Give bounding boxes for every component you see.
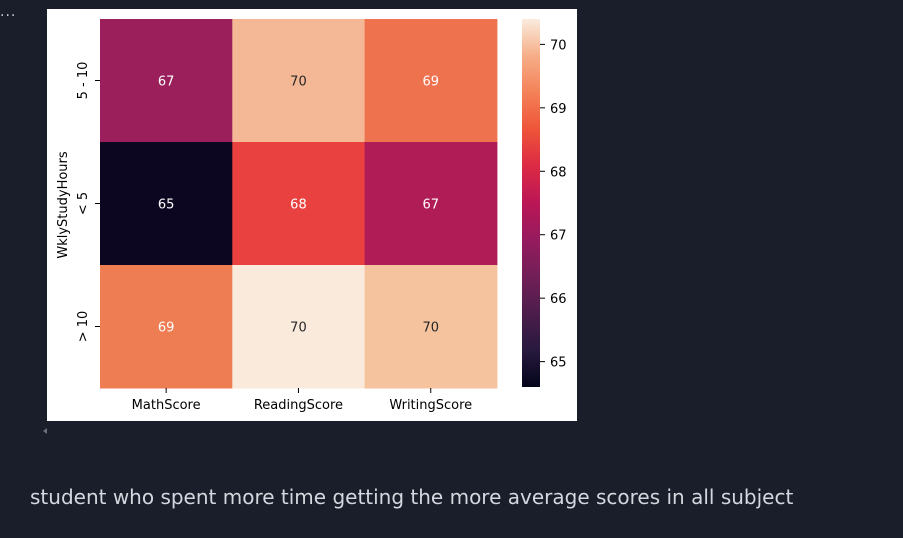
cell-value-label: 65	[158, 198, 175, 213]
colorbar-tick-label: 66	[550, 292, 567, 307]
y-tick-label: < 5	[76, 192, 91, 215]
cell-menu-ellipsis[interactable]: ...	[0, 4, 17, 20]
colorbar-tick-label: 69	[550, 102, 567, 117]
heatmap-cell	[232, 19, 366, 143]
x-axis: MathScore ReadingScore WritingScore	[132, 388, 472, 413]
cell-value-label: 69	[422, 75, 439, 90]
markdown-cell-text: student who spent more time getting the …	[30, 485, 794, 509]
cell-value-label: 70	[290, 321, 307, 336]
y-axis-label: WklyStudyHours	[56, 151, 71, 259]
heatmap-cell	[100, 19, 233, 143]
heatmap-figure: 67 70 69 65 68 67 69 70 70 MathScore ReadingScore…	[47, 9, 577, 421]
colorbar-tick-label: 65	[550, 356, 567, 371]
colorbar-tick-label: 68	[550, 165, 567, 180]
heatmap-cell	[100, 142, 233, 266]
cell-value-label: 68	[290, 198, 307, 213]
cell-value-label: 67	[158, 75, 175, 90]
scroll-left-arrow-icon[interactable]	[43, 428, 47, 434]
heatmap-chart: 67 70 69 65 68 67 69 70 70 MathScore ReadingScore…	[56, 19, 567, 413]
cell-value-label: 69	[158, 321, 175, 336]
y-tick-label: > 10	[76, 311, 91, 343]
x-tick-label: MathScore	[132, 398, 201, 413]
y-axis: 5 - 10 < 5 > 10	[76, 62, 100, 343]
heatmap-cell	[364, 265, 498, 389]
heatmap-cells	[100, 19, 498, 389]
heatmap-cell	[364, 142, 498, 266]
heatmap-cell	[232, 142, 366, 266]
x-tick-label: WritingScore	[389, 398, 472, 413]
heatmap-cell	[364, 19, 498, 143]
colorbar-tick-label: 67	[550, 229, 567, 244]
cell-value-label: 70	[422, 321, 439, 336]
cell-value-label: 70	[290, 75, 307, 90]
cell-value-label: 67	[422, 198, 439, 213]
heatmap-annotations: 67 70 69 65 68 67 69 70 70	[158, 75, 439, 336]
y-tick-label: 5 - 10	[76, 62, 91, 100]
colorbar-axis: 65 66 67 68 69 70	[540, 38, 567, 371]
heatmap-cell	[232, 265, 366, 389]
heatmap-cell	[100, 265, 233, 389]
x-tick-label: ReadingScore	[254, 398, 343, 413]
colorbar-tick-label: 70	[550, 38, 567, 53]
colorbar	[522, 19, 540, 387]
